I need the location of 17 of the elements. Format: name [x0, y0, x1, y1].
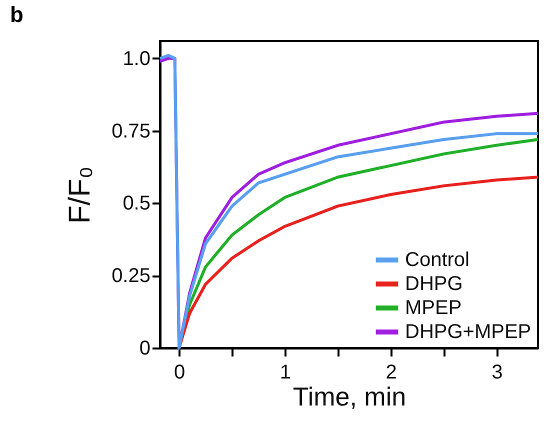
line-series [178, 176, 540, 350]
x-tick-label: 0 [174, 362, 186, 384]
x-tick-label: 1 [280, 362, 292, 384]
x-tick-label: 2 [386, 362, 397, 384]
legend-label: DHPG [405, 273, 463, 295]
y-tick-label: 1.0 [122, 48, 150, 70]
legend-label: DHPG+MPEP [405, 321, 532, 343]
legend-label: MPEP [405, 297, 462, 319]
y-tick-label: 0.25 [112, 265, 150, 288]
y-tick-label: 0 [139, 338, 150, 360]
x-tick-label: 3 [492, 362, 503, 384]
x-axis-title: Time, min [292, 382, 406, 412]
chart-title: b [10, 2, 24, 27]
y-tick-label: 0.75 [112, 120, 150, 142]
legend-label: Control [405, 249, 470, 271]
y-tick-label: 0.5 [122, 192, 150, 215]
y-axis-title: F/F₀ [64, 166, 97, 224]
